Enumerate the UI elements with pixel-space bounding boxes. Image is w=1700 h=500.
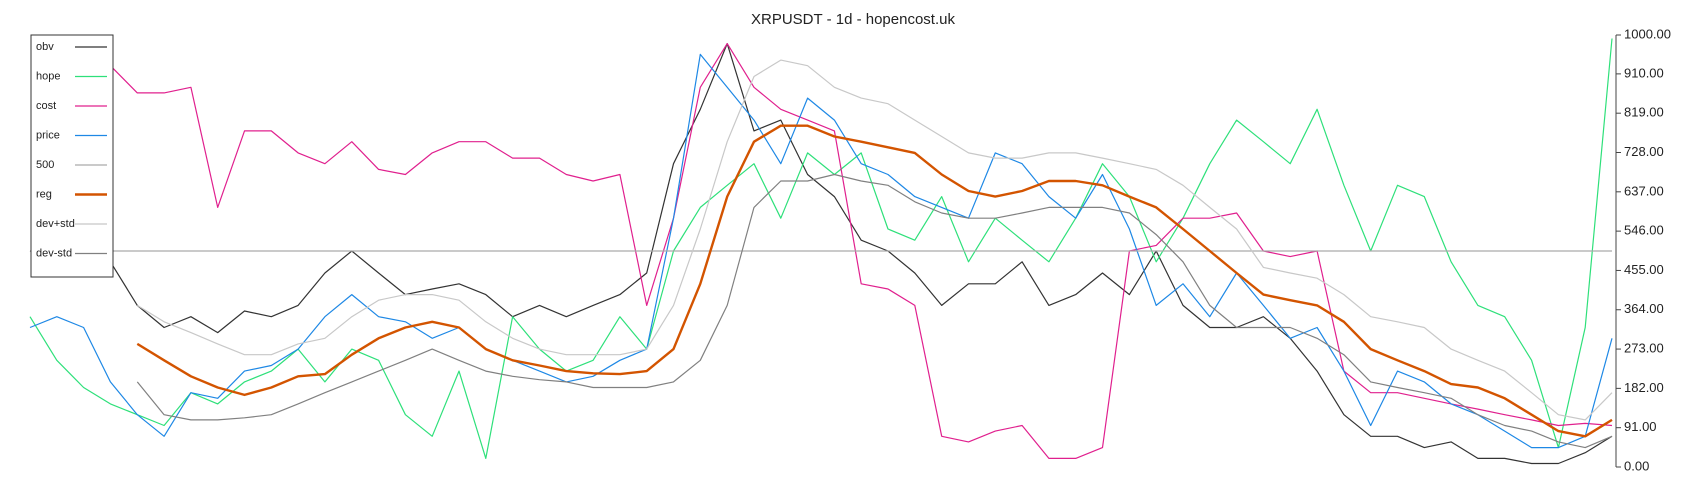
legend-label: obv: [36, 41, 54, 53]
series-line: [29, 38, 1613, 459]
series-line: [136, 124, 1613, 438]
legend-label: price: [36, 129, 60, 141]
legend-label: cost: [36, 100, 56, 112]
y-tick-label: 455.00: [1624, 262, 1664, 277]
chart-title: XRPUSDT - 1d - hopencost.uk: [751, 11, 955, 28]
y-tick-label: 182.00: [1624, 380, 1664, 395]
series-line: [29, 43, 1613, 465]
y-tick-label: 819.00: [1624, 105, 1664, 120]
legend-label: dev+std: [36, 218, 75, 230]
series-line: [109, 43, 1613, 459]
legend-label: dev-std: [36, 247, 72, 259]
y-tick-label: 91.00: [1624, 419, 1657, 434]
legend-label: 500: [36, 159, 54, 171]
y-tick-label: 1000.00: [1624, 26, 1671, 41]
y-tick-label: 637.00: [1624, 183, 1664, 198]
series-line: [29, 53, 1613, 449]
legend-label: reg: [36, 188, 52, 200]
y-tick-label: 0.00: [1624, 458, 1649, 473]
legend-box: [30, 34, 114, 278]
y-tick-label: 910.00: [1624, 65, 1664, 80]
series-line: [136, 173, 1613, 449]
legend-label: hope: [36, 70, 60, 82]
y-tick-label: 364.00: [1624, 301, 1664, 316]
y-tick-label: 273.00: [1624, 341, 1664, 356]
series-line: [136, 59, 1613, 421]
legend: obv hope cost price 500 reg dev+std dev-std: [30, 34, 114, 278]
y-tick-label: 728.00: [1624, 144, 1664, 159]
y-tick-label: 546.00: [1624, 223, 1664, 238]
